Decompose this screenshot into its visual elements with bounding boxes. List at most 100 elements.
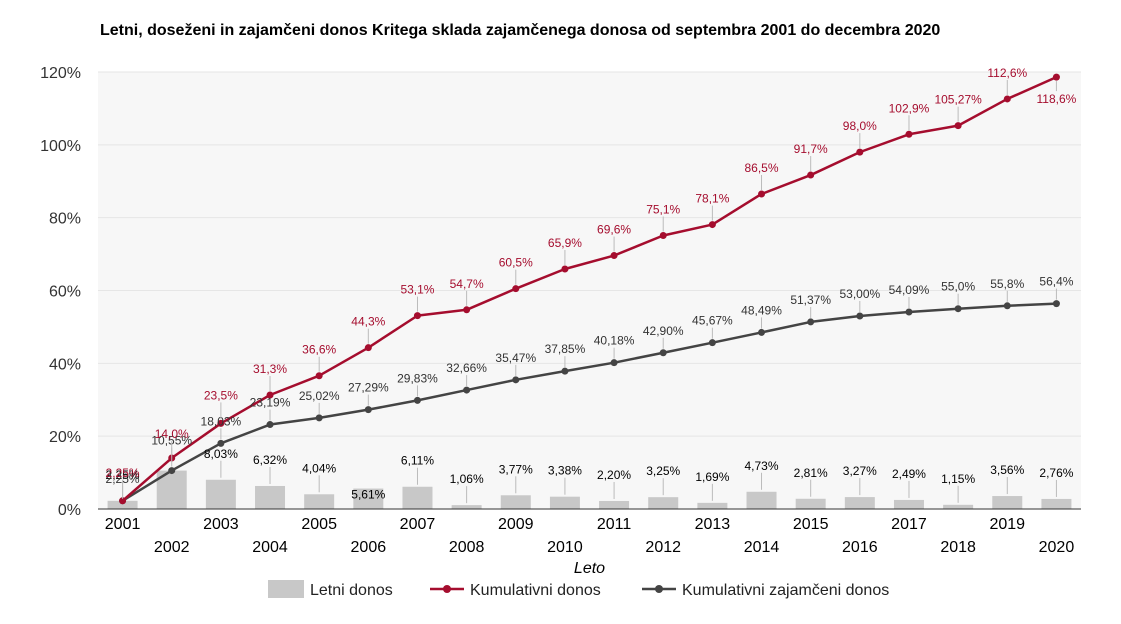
guaranteed-series-point [413, 396, 421, 404]
guaranteed-data-label: 25,02% [299, 389, 340, 403]
bar [107, 500, 138, 509]
bar-data-label: 4,04% [302, 461, 336, 475]
y-tick-label: 80% [49, 211, 81, 228]
cumulative-series-point [954, 122, 962, 130]
bar-data-label: 1,69% [695, 470, 729, 484]
bar [205, 479, 236, 509]
bar [648, 497, 679, 509]
x-tick-label: 2001 [105, 516, 141, 533]
y-tick-label: 60% [49, 284, 81, 301]
cumulative-series-point [1003, 95, 1011, 103]
bar [255, 485, 286, 509]
guaranteed-data-label: 51,37% [790, 293, 831, 307]
cumulative-series-point [659, 232, 667, 240]
guaranteed-data-label: 55,0% [941, 280, 975, 294]
x-tick-label: 2018 [940, 539, 976, 556]
legend: Letni donos Kumulativni donos Kumulativni … [268, 580, 889, 599]
guaranteed-series-point [561, 367, 569, 375]
bar [304, 494, 335, 509]
guaranteed-series-point [315, 414, 323, 422]
x-tick-label: 2014 [744, 539, 780, 556]
guaranteed-data-label: 42,90% [643, 324, 684, 338]
bar-data-label: 3,25% [646, 464, 680, 478]
guaranteed-series-point [610, 359, 618, 367]
bar-data-label: 3,56% [990, 463, 1024, 477]
guaranteed-data-label: 2,25% [106, 472, 140, 486]
cumulative-series-point [561, 265, 569, 273]
cumulative-series-point [266, 391, 274, 399]
guaranteed-data-label: 27,29% [348, 381, 389, 395]
x-axis-title: Leto [574, 560, 605, 577]
bar [992, 496, 1023, 509]
x-tick-label: 2003 [203, 516, 239, 533]
x-tick-label: 2007 [400, 516, 436, 533]
x-tick-label: 2013 [695, 516, 731, 533]
x-tick-label: 2009 [498, 516, 534, 533]
guaranteed-data-label: 29,83% [397, 371, 438, 385]
guaranteed-series-point [856, 312, 864, 320]
cumulative-data-label: 31,3% [253, 362, 287, 376]
guaranteed-series-point [512, 376, 520, 384]
bar [599, 500, 630, 509]
grid-layer [98, 71, 1081, 437]
bar-data-label: 4,73% [745, 459, 779, 473]
cumulative-series-point [413, 312, 421, 320]
y-tick-label: 0% [58, 502, 81, 519]
x-tick-label: 2002 [154, 539, 190, 556]
cumulative-series-point [463, 306, 471, 314]
cumulative-series-point [856, 148, 864, 156]
guaranteed-data-label: 37,85% [545, 342, 586, 356]
cumulative-data-label: 105,27% [934, 93, 982, 107]
chart-title: Letni, doseženi in zajamčeni donos Krite… [100, 22, 941, 39]
bar [402, 486, 433, 509]
legend-label-guaranteed: Kumulativni zajamčeni donos [682, 582, 889, 599]
guaranteed-data-label: 54,09% [889, 283, 930, 297]
cumulative-data-label: 65,9% [548, 236, 582, 250]
bar [795, 498, 826, 509]
cumulative-data-label: 112,6% [987, 66, 1027, 80]
x-tick-label: 2010 [547, 539, 583, 556]
x-tick-label: 2015 [793, 516, 829, 533]
cumulative-series-point [119, 497, 127, 505]
bar [500, 495, 531, 509]
bar [451, 505, 482, 509]
x-tick-label: 2006 [351, 539, 387, 556]
guaranteed-data-label: 23,19% [250, 396, 291, 410]
cumulative-series-line [121, 75, 1057, 502]
bar-data-label: 1,06% [450, 472, 484, 486]
cumulative-data-label: 98,0% [843, 119, 877, 133]
guaranteed-series-point [708, 339, 716, 347]
bar [844, 497, 875, 509]
guaranteed-series-point [659, 349, 667, 357]
guaranteed-series-point [266, 421, 274, 429]
bar-data-label: 2,20% [597, 468, 631, 482]
axis-layer: 0% 20% 40% 60% 80% 100% 120% 2001 2002 2003 2004 20… [40, 65, 1081, 577]
cumulative-series-point [217, 419, 225, 427]
cumulative-data-label: 23,5% [204, 388, 238, 402]
bar-data-label: 1,15% [941, 472, 975, 486]
x-tick-label: 2017 [891, 516, 927, 533]
guaranteed-series-point [1052, 300, 1060, 308]
guaranteed-series-point [217, 439, 225, 447]
bar-data-label: 3,38% [548, 464, 582, 478]
bar [1041, 498, 1072, 509]
guaranteed-data-label: 56,4% [1039, 275, 1073, 289]
bar [353, 488, 384, 509]
guaranteed-data-label: 10,55% [151, 434, 192, 448]
cumulative-data-label: 36,6% [302, 343, 336, 357]
y-tick-label: 120% [40, 65, 81, 82]
guaranteed-data-label: 18,03% [201, 414, 242, 428]
guaranteed-data-label: 35,47% [495, 351, 536, 365]
cumulative-data-label: 54,7% [450, 277, 484, 291]
guaranteed-series-point [364, 406, 372, 414]
guaranteed-data-label: 48,49% [741, 303, 782, 317]
guaranteed-series-point [758, 328, 766, 336]
x-tick-label: 2012 [645, 539, 681, 556]
legend-label-cumulative: Kumulativni donos [470, 582, 601, 599]
bar-data-label: 3,77% [499, 462, 533, 476]
guaranteed-data-label: 40,18% [594, 334, 635, 348]
cumulative-data-label: 91,7% [794, 142, 828, 156]
bar-data-label: 2,25% [106, 468, 140, 482]
cumulative-series-point [1052, 73, 1060, 81]
